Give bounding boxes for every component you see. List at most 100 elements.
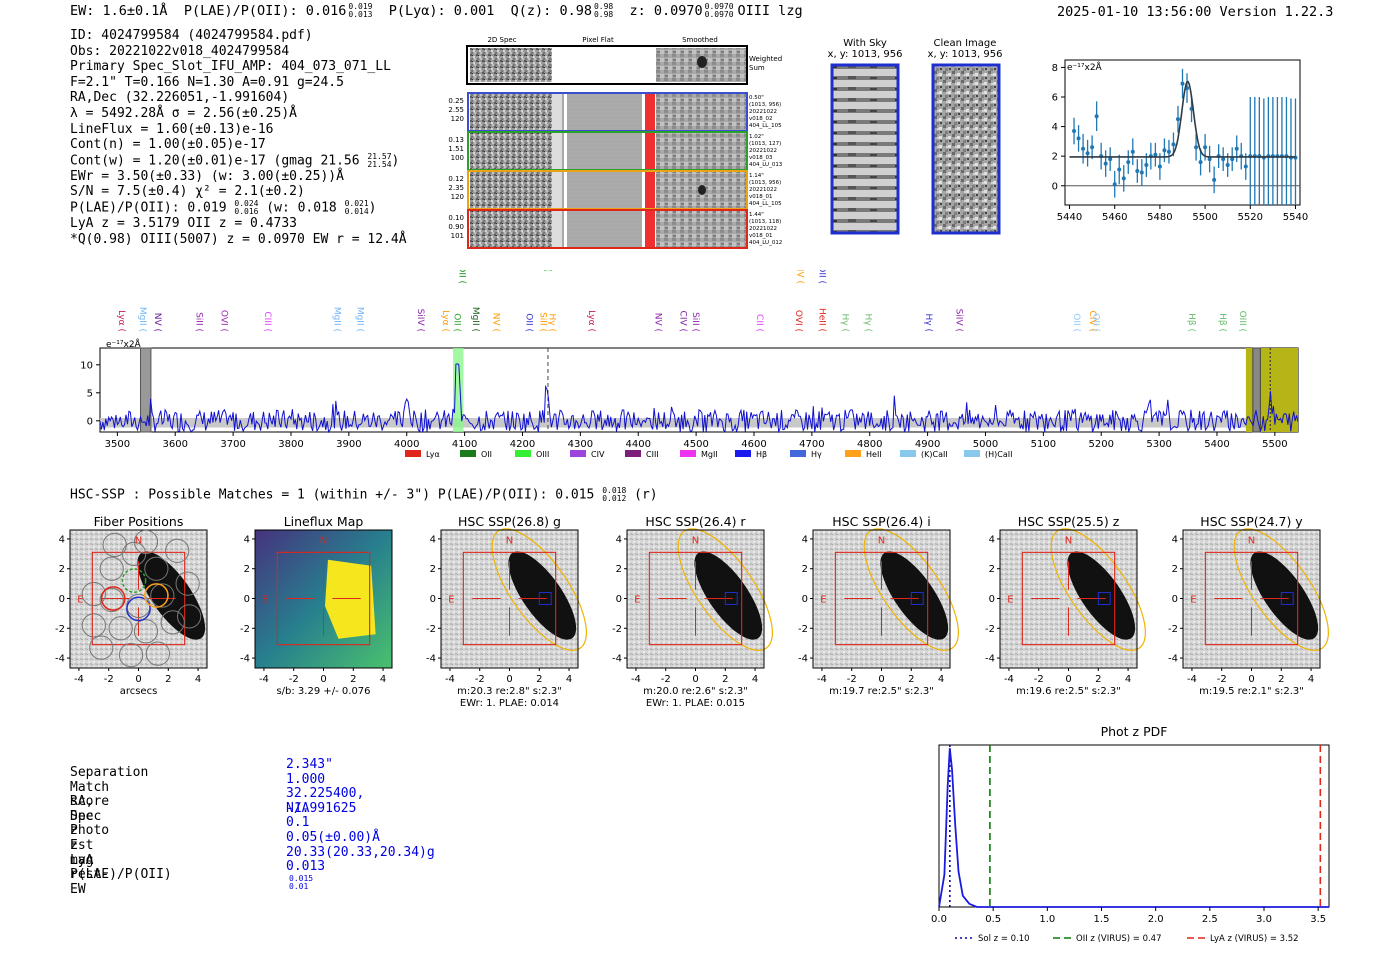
fiber-circle — [160, 610, 185, 635]
full-line-marker: Hγ ( — [547, 314, 557, 332]
full-xtick-label: 4500 — [683, 439, 708, 450]
hsc-ytick-label: 4 — [989, 534, 995, 545]
hsc-ytick-label: 0 — [802, 594, 808, 605]
spec2d-row-gap — [552, 94, 562, 130]
spec2d-row-right-label: v018_01 — [749, 233, 773, 239]
full-legend-swatch — [515, 450, 531, 457]
zoom-data-point — [1085, 151, 1090, 156]
hsc-panel: Fiber Positions N E -4 -4 -2 -2 0 0 2 2 4 4 arcsecs — [55, 514, 208, 697]
hsc-xtick-label: -2 — [104, 674, 114, 685]
hsc-ytick-label: 2 — [244, 564, 250, 575]
spec2d-row-left-label: 0.12 — [448, 175, 464, 183]
full-line-label: NV ( — [490, 313, 500, 332]
full-line-marker: Hγ ( — [863, 314, 873, 332]
match-value: 0.1 — [286, 815, 310, 831]
spec2d-row-left-label: 1.51 — [448, 145, 464, 153]
hsc-ytick-label: -4 — [612, 654, 622, 665]
info-q: *Q(0.98) OIII(5007) z = 0.0970 EW r = 12… — [70, 231, 407, 247]
full-line-marker: OII ( — [1071, 313, 1081, 332]
info-plae-range: 0.024 0.016 — [234, 199, 259, 217]
full-xtick-label: 4200 — [510, 439, 535, 450]
zoom-xtick-label: 5500 — [1192, 212, 1217, 223]
full-xtick-label: 5300 — [1146, 439, 1171, 450]
hsc-ytick-label: 0 — [244, 594, 250, 605]
hsc-east-label: E — [77, 595, 83, 606]
spec2d-row-red-col — [645, 172, 655, 208]
spec2d-row-right-label: 404_LL_105 — [749, 123, 782, 129]
photz-xtick-label: 3.5 — [1310, 914, 1326, 925]
hsc-ytick-label: 4 — [1172, 534, 1178, 545]
zoom-data-point — [1221, 157, 1226, 162]
hsc-ytick-label: 4 — [802, 534, 808, 545]
full-line-marker: OII ( — [523, 313, 533, 332]
full-xtick-label: 3800 — [278, 439, 303, 450]
fiber-circle-red — [100, 586, 126, 611]
hsc-xtick-label: 2 — [1095, 674, 1101, 685]
full-xtick-label: 4300 — [568, 439, 593, 450]
zoom-data-point — [1135, 168, 1140, 173]
full-line-label: MgII ( — [354, 307, 364, 332]
full-line-label: NeIII ( — [542, 270, 552, 272]
full-line-label: OII ( — [452, 313, 462, 332]
full-xtick-label: 5100 — [1031, 439, 1056, 450]
match-label: Est LyA rest-EW — [70, 837, 110, 897]
photz-xtick-label: 0.5 — [985, 914, 1001, 925]
match-value: 0.05(±0.00)Å — [286, 829, 380, 845]
full-legend-swatch — [460, 450, 476, 457]
photz-pdf-curve — [938, 748, 1329, 908]
hsc-search-box — [91, 551, 186, 646]
full-xtick-label: 5500 — [1262, 439, 1287, 450]
zoom-data-point — [1130, 149, 1135, 154]
hsc-ytick-label: 2 — [1172, 564, 1178, 575]
photz-plot-frame — [938, 744, 1330, 908]
hsc-north-label: N — [692, 535, 699, 546]
full-xtick-label: 4800 — [857, 439, 882, 450]
fiber-circle — [144, 556, 169, 581]
fiber-circle — [81, 613, 106, 638]
zoom-data-point — [1175, 117, 1180, 122]
hsc-xtick-label: -2 — [1217, 674, 1227, 685]
zoom-data-point — [1157, 164, 1162, 169]
full-legend-swatch — [964, 450, 980, 457]
hsc-galaxy — [880, 551, 949, 640]
fiber-circle — [175, 571, 200, 596]
full-line-marker: SiII ( — [690, 312, 700, 332]
spec2d-header-2dspec: 2D Spec — [487, 36, 516, 44]
zoom-data-point — [1121, 176, 1126, 181]
hsc-match-marker — [538, 592, 552, 605]
header-summary: EW: 1.6±0.1Å P(LAE)/P(OII): 0.016 0.019 0.… — [70, 3, 803, 20]
hsc-search-box — [462, 551, 557, 646]
full-line-label: HeII ( — [816, 308, 826, 332]
spec2d-row-left-label: 0.10 — [448, 214, 464, 222]
hsc-ytick-label: 0 — [430, 594, 436, 605]
hsc-ytick-label: -2 — [55, 624, 65, 635]
full-line-label: OVI ( — [218, 310, 228, 332]
zoom-xtick-label: 5520 — [1238, 212, 1263, 223]
full-xtick-label: 4600 — [741, 439, 766, 450]
match-label: Separation — [70, 765, 149, 780]
header-plya: P(Lyα): 0.001 — [388, 3, 495, 19]
hsc-ytick-label: 2 — [616, 564, 622, 575]
full-line-marker: CII ( — [754, 314, 764, 332]
full-spectrum-chart: 3500 3600 3700 3800 3900 4000 4100 4200 4300 4400… — [80, 270, 1299, 459]
full-oii-region — [453, 348, 464, 432]
hsc-caption-2: EWr: 1. PLAE: 0.014 — [460, 698, 559, 709]
full-legend-swatch — [405, 450, 421, 457]
full-line-marker: CIV ( — [1087, 311, 1097, 332]
full-xtick-label: 4900 — [915, 439, 940, 450]
hsc-xtick-label: -4 — [1004, 674, 1014, 685]
hsc-ytick-label: -2 — [240, 624, 250, 635]
photz-xtick-label: 3.0 — [1256, 914, 1272, 925]
full-line-label: CIII ( — [262, 311, 272, 332]
full-line-label: OII ( — [816, 270, 826, 284]
weighted-sum-source — [697, 56, 707, 68]
photz-legend-label: Sol z = 0.10 — [978, 934, 1030, 944]
match-label: Photo z — [70, 823, 110, 853]
hsc-panel-title: Fiber Positions — [94, 514, 184, 529]
full-line-marker: SiII ( — [537, 312, 547, 332]
hsc-title-text: HSC-SSP : Possible Matches = 1 (within +… — [70, 487, 595, 503]
spec2d-row-2dspec — [470, 172, 552, 208]
cutout-with-sky-title: With Sky x, y: 1013, 956 — [826, 38, 904, 60]
